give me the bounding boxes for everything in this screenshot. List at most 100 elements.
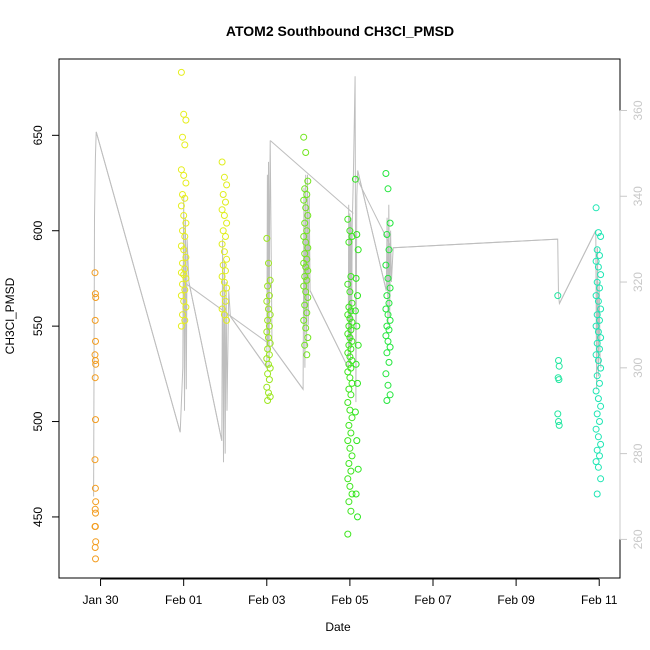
data-point [264,345,272,353]
data-point [218,206,226,214]
data-point [263,234,271,242]
data-point [385,246,393,254]
point-series [91,68,605,563]
y-axis-label: CH3Cl_PMSD [3,277,17,354]
data-point [348,452,356,460]
data-point [218,158,226,166]
data-point [386,219,394,227]
x-tick-label: Jan 30 [83,593,119,607]
data-point [597,271,605,279]
data-point [263,297,271,305]
data-point [266,276,274,284]
data-point [383,397,391,404]
data-point [344,280,352,288]
data-point [384,381,392,389]
data-point [179,191,186,198]
data-point [596,284,603,292]
data-point [386,343,394,351]
data-point [302,204,310,212]
data-point [266,311,274,319]
gray-line-segment [95,131,181,433]
data-point [351,408,359,416]
gray-line-series [93,76,602,497]
data-point [92,498,100,506]
data-point [592,351,600,359]
y-tick-label-right: 260 [631,529,645,549]
data-point [220,278,228,286]
data-point [91,316,99,324]
data-point [218,240,226,248]
data-point [181,316,189,324]
data-point [182,179,190,187]
data-point [346,288,354,296]
data-point [303,351,311,359]
data-point [222,233,229,240]
data-point [345,341,353,349]
data-point [265,360,272,368]
data-point [353,437,361,445]
data-point [265,259,272,267]
data-point [597,334,605,342]
data-point [265,389,272,397]
data-point [345,322,353,330]
data-point [385,299,393,307]
gray-line-segment [271,346,304,390]
data-point [266,364,274,372]
data-point [382,332,390,340]
data-point [264,282,272,290]
data-point [353,322,361,330]
data-point [384,274,392,282]
data-point [180,246,188,254]
y-tick-label-right: 340 [631,186,645,206]
data-point [596,418,603,425]
x-tick-label: Feb 03 [248,593,286,607]
data-point [181,233,189,240]
data-point [385,358,393,366]
data-point [354,341,362,349]
data-point [346,315,354,322]
data-point [596,379,603,387]
y-tick-label-left: 650 [31,125,45,145]
data-point [223,316,231,324]
y-tick-label-left: 500 [31,411,45,431]
data-point [597,402,605,410]
data-point [300,316,308,324]
data-point [345,385,353,393]
data-point [264,397,272,404]
x-tick-label: Feb 07 [414,593,452,607]
data-point [182,116,190,124]
data-point [596,452,603,460]
data-point [597,440,605,448]
data-point [354,292,361,300]
data-point [593,339,601,347]
data-point [344,330,352,338]
data-point [92,294,100,301]
data-point [218,305,226,313]
data-point [263,383,271,391]
data-point [219,191,227,198]
data-point [179,259,186,267]
data-point [592,458,600,466]
data-point [594,263,602,271]
data-point [382,370,390,378]
data-point [180,212,188,219]
data-point [384,337,392,345]
data-point [177,242,185,250]
data-point [304,177,312,185]
data-point [264,370,272,378]
data-point [181,194,189,202]
data-point [219,290,227,298]
data-point [555,418,562,425]
data-point [92,555,99,563]
data-point [352,490,360,498]
data-point [344,311,352,319]
data-point [182,274,190,282]
data-point [265,292,273,300]
data-point [177,269,185,277]
data-point [345,460,353,467]
data-point [177,166,185,174]
data-point [302,149,310,156]
data-point [218,273,226,280]
data-point [346,334,354,342]
